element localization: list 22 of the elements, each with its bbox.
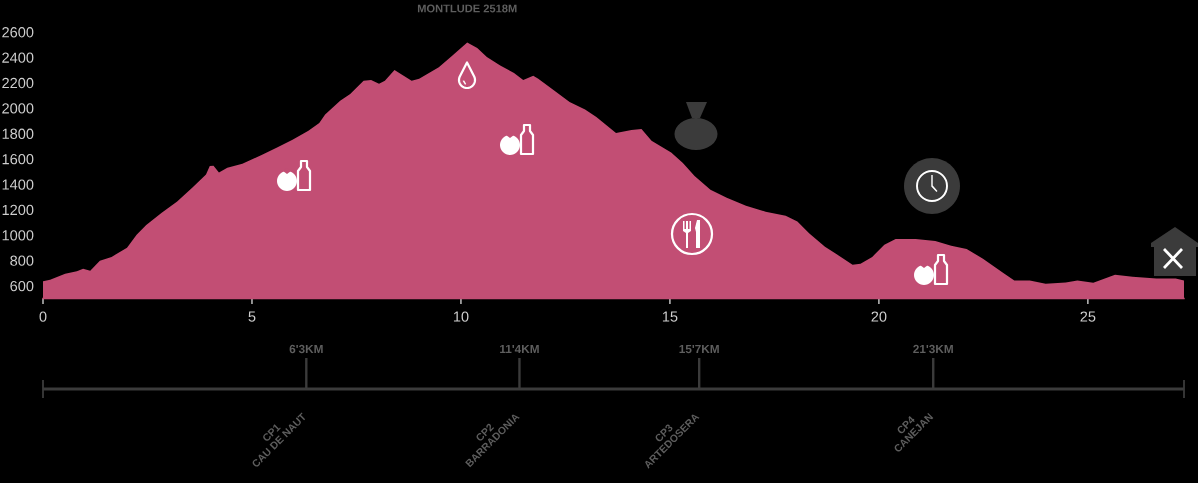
ref-line-label: 6'3KM xyxy=(289,344,323,354)
y-tick-label: 800 xyxy=(10,255,34,266)
y-tick-label: 1000 xyxy=(2,230,34,241)
x-tick-label: 0 xyxy=(39,311,47,322)
y-tick-label: 1200 xyxy=(2,204,34,216)
ref-line-label: 15'7KM xyxy=(679,344,719,354)
x-tick-label: 5 xyxy=(248,311,256,322)
y-tick-label: 600 xyxy=(10,280,34,292)
x-tick-label: 15 xyxy=(662,311,678,322)
y-tick-label: 2400 xyxy=(2,52,34,63)
y-tick-label: 1400 xyxy=(2,179,34,190)
x-tick-label: 20 xyxy=(871,311,887,322)
y-tick-label: 2200 xyxy=(2,77,34,89)
y-tick-label: 2000 xyxy=(2,103,34,114)
annotation: MONTLUDE 2518M xyxy=(417,4,517,13)
ref-line-label: 21'3KM xyxy=(913,344,953,354)
y-tick-label: 1600 xyxy=(2,154,34,165)
y-tick-label: 2600 xyxy=(2,27,34,38)
x-tick-label: 25 xyxy=(1080,311,1096,322)
ref-line-label: 11'4KM xyxy=(500,344,539,354)
y-tick-label: 1800 xyxy=(2,128,34,139)
x-tick-label: 10 xyxy=(453,311,469,322)
